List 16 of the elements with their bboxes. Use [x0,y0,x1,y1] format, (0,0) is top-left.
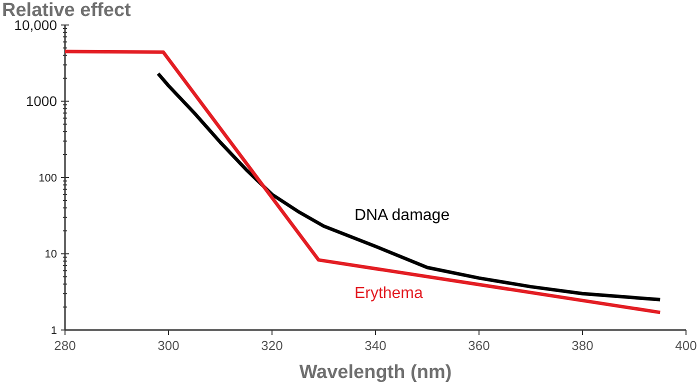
series-label: DNA damage [354,207,450,224]
x-tick-label: 360 [468,338,490,353]
y-tick-label: 100 [38,172,57,184]
series-label: Erythema [354,284,424,302]
line-series [156,72,662,302]
line-series [63,50,662,314]
x-tick-label: 400 [675,338,697,353]
y-tick-label: 10 [44,248,57,261]
x-tick-label: 380 [572,338,594,353]
x-tick-label: 280 [54,338,76,353]
y-tick-label: 1 [50,324,57,337]
x-tick-label: 300 [158,338,180,353]
x-tick-label: 340 [364,338,386,353]
x-axis-title: Wavelength (nm) [299,362,452,383]
x-tick-label: 320 [261,338,283,353]
y-tick-label: 1000 [26,93,58,110]
